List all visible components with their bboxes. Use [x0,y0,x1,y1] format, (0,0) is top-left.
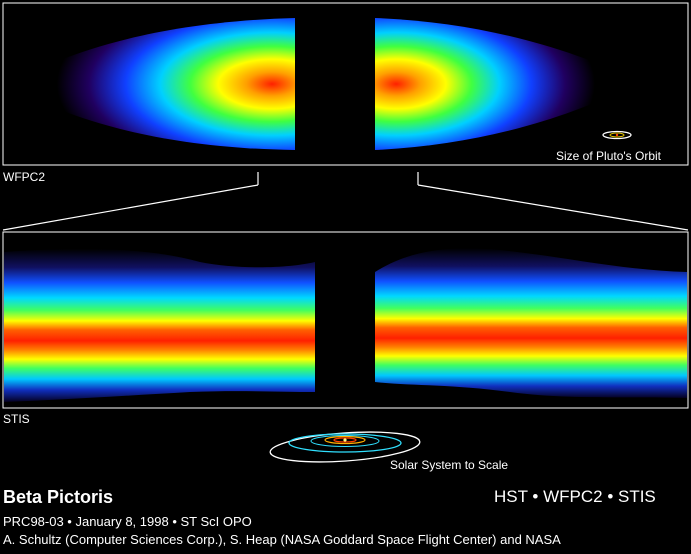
pluto-orbit-icon [602,130,632,140]
caption-release: PRC98-03 • January 8, 1998 • ST ScI OPO [3,514,252,529]
pluto-orbit-label: Size of Pluto's Orbit [556,149,661,163]
caption-credit: A. Schultz (Computer Sciences Corp.), S.… [3,532,561,547]
solar-system-label: Solar System to Scale [390,458,509,472]
wfpc2-label: WFPC2 [3,170,45,184]
stis-label: STIS [3,412,30,426]
zoom-connector-right [417,184,689,231]
solar-system-icon [269,431,421,463]
zoom-connector-left [2,184,259,231]
wfpc2-occulting-mask [296,4,374,164]
caption-instruments: HST • WFPC2 • STIS [494,487,656,506]
stis-occulting-mask [316,233,374,407]
wfpc2-disk-right [375,18,640,150]
stis-disk-right [375,248,687,398]
stis-disk-left [4,248,315,402]
caption-title: Beta Pictoris [3,487,114,507]
wfpc2-disk-left [8,18,295,150]
